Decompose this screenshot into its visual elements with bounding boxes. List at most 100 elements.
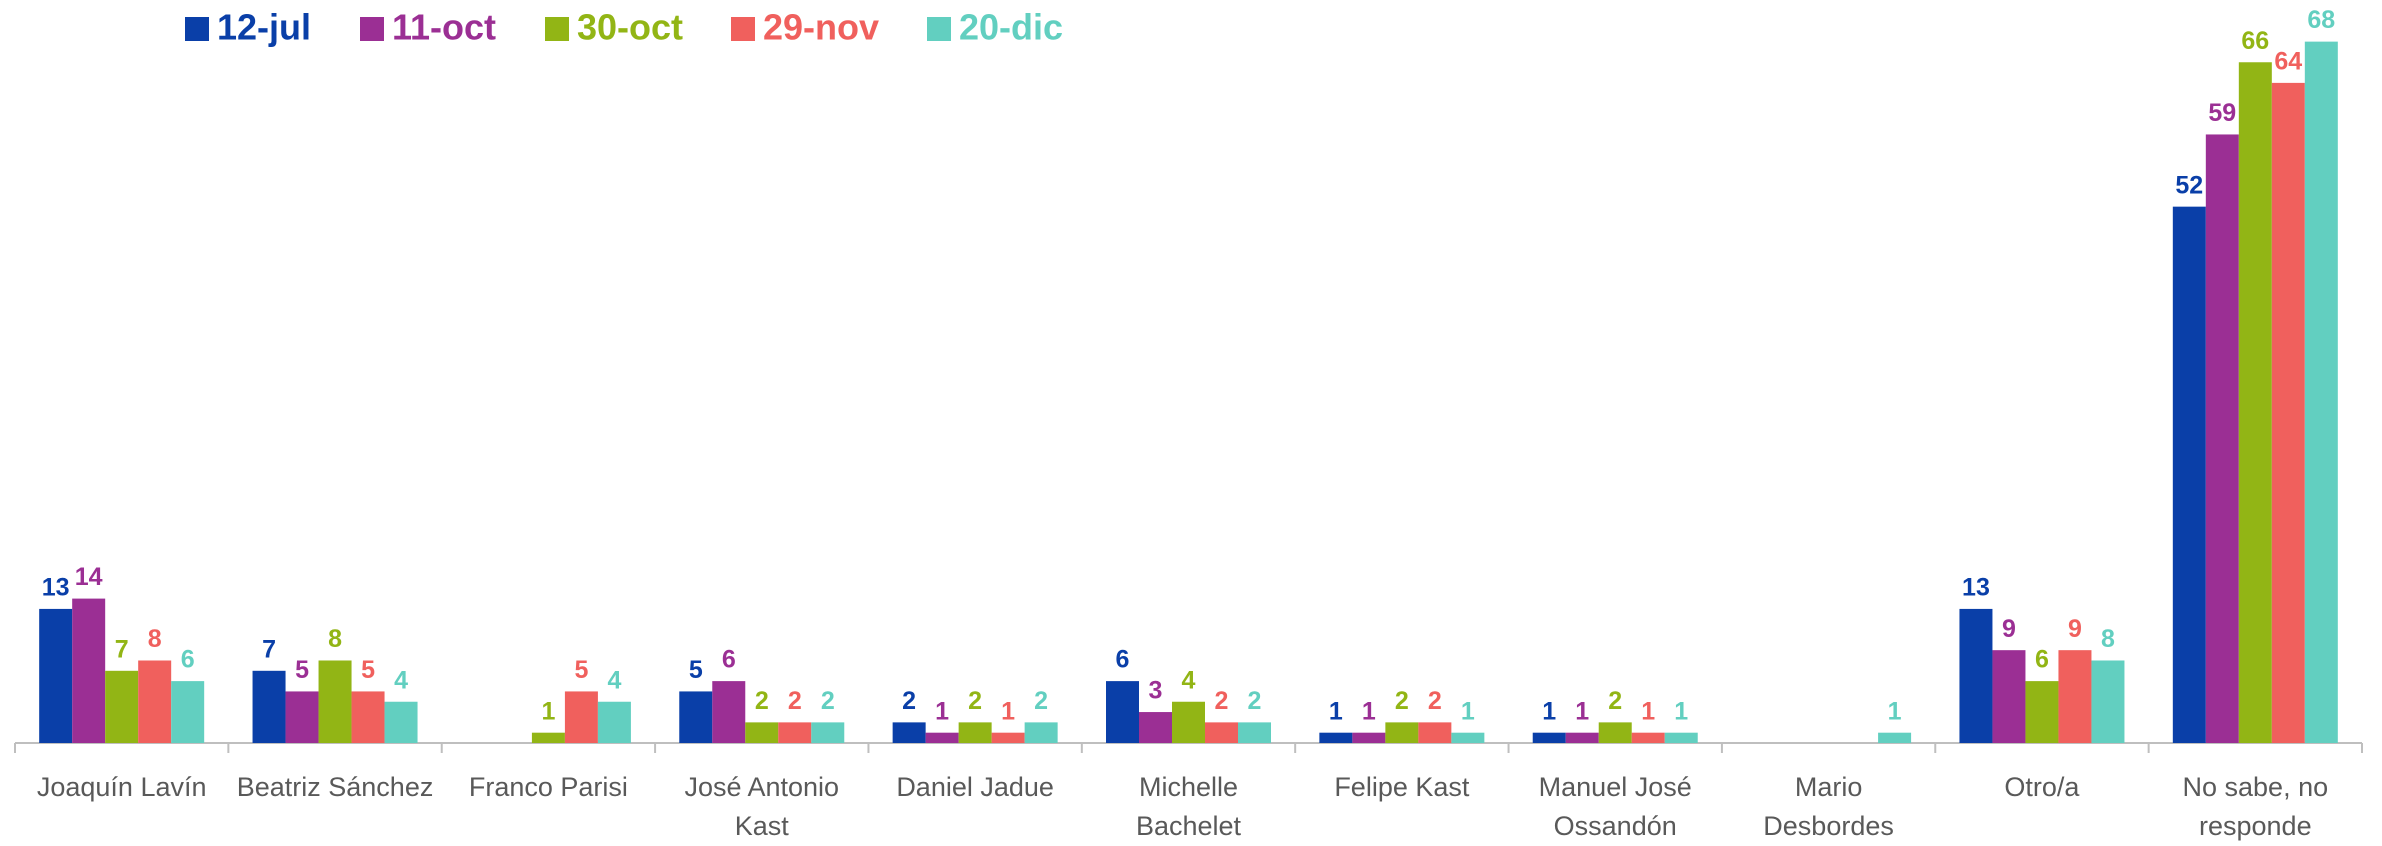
bar — [2091, 660, 2125, 743]
bar — [1992, 650, 2026, 743]
data-label: 2 — [902, 687, 916, 715]
bar — [1238, 722, 1271, 743]
bar — [72, 598, 106, 743]
data-label: 1 — [1575, 697, 1589, 725]
data-label: 1 — [1888, 697, 1902, 725]
data-label: 1 — [1461, 697, 1475, 725]
bar — [1172, 701, 1205, 743]
data-label: 7 — [262, 635, 276, 663]
bar — [958, 722, 992, 743]
data-label: 2 — [1248, 687, 1262, 715]
bar — [138, 660, 172, 743]
x-tick-label: José Antonio Kast — [684, 772, 840, 841]
x-tick-label: Manuel José Ossandón — [1538, 772, 1692, 841]
bar — [1319, 732, 1353, 743]
data-label: 2 — [1034, 687, 1048, 715]
bar — [811, 722, 845, 743]
bar — [285, 691, 319, 743]
data-label: 13 — [42, 574, 70, 602]
bar — [1631, 732, 1665, 743]
x-tick-label: Michelle Bachelet — [1135, 772, 1242, 841]
data-label: 1 — [1329, 697, 1343, 725]
data-label: 59 — [2208, 99, 2236, 127]
bar — [318, 660, 352, 743]
data-label: 13 — [1962, 574, 1990, 602]
bar — [39, 608, 73, 743]
data-label: 6 — [2035, 646, 2049, 674]
data-label: 8 — [2101, 625, 2115, 653]
bar — [1959, 608, 1993, 743]
bar — [1451, 732, 1485, 743]
data-label: 8 — [148, 625, 162, 653]
bar — [778, 722, 812, 743]
data-label: 1 — [1641, 697, 1655, 725]
x-tick-label: Joaquín Lavín — [36, 772, 207, 802]
data-label: 2 — [1395, 687, 1409, 715]
bar — [679, 691, 713, 743]
bar — [2238, 62, 2272, 743]
legend-swatch — [360, 17, 384, 41]
legend-label: 29-nov — [763, 7, 879, 48]
data-label: 1 — [1542, 697, 1556, 725]
bar — [1139, 712, 1172, 743]
legend-swatch — [927, 17, 951, 41]
data-label: 5 — [574, 656, 588, 684]
data-label: 1 — [1362, 697, 1376, 725]
bar — [2271, 82, 2305, 743]
bar — [252, 670, 286, 743]
x-tick-label: Otro/a — [2004, 772, 2080, 802]
data-label: 6 — [181, 646, 195, 674]
legend-swatch — [545, 17, 569, 41]
data-label: 4 — [1182, 666, 1196, 694]
bar — [712, 681, 746, 743]
bar — [2058, 650, 2092, 743]
data-label: 1 — [935, 697, 949, 725]
data-label: 4 — [607, 666, 621, 694]
legend-swatch — [185, 17, 209, 41]
bar — [1024, 722, 1058, 743]
data-label: 5 — [295, 656, 309, 684]
bar — [564, 691, 598, 743]
x-tick-label: Mario Desbordes — [1763, 772, 1894, 841]
bar — [597, 701, 631, 743]
bar — [2025, 681, 2059, 743]
bar — [1385, 722, 1419, 743]
data-label: 6 — [722, 646, 736, 674]
legend-label: 30-oct — [577, 7, 683, 48]
bar — [1352, 732, 1386, 743]
bar — [1205, 722, 1238, 743]
data-label: 2 — [968, 687, 982, 715]
bar — [1598, 722, 1632, 743]
x-tick-label: Daniel Jadue — [896, 772, 1054, 802]
data-label: 4 — [394, 666, 408, 694]
x-tick-label: No sabe, no responde — [2182, 772, 2329, 841]
bar — [1878, 732, 1912, 743]
legend-label: 11-oct — [392, 7, 496, 48]
data-label: 3 — [1149, 677, 1163, 705]
bar — [171, 681, 205, 743]
bar — [1106, 681, 1139, 743]
bar — [1532, 732, 1566, 743]
data-label: 1 — [541, 697, 555, 725]
data-label: 1 — [1674, 697, 1688, 725]
bar — [745, 722, 779, 743]
data-label: 2 — [821, 687, 835, 715]
x-tick-label: Franco Parisi — [468, 772, 628, 802]
bar — [351, 691, 385, 743]
data-label: 7 — [115, 635, 129, 663]
bar — [2172, 206, 2206, 743]
bar — [2205, 134, 2239, 743]
data-label: 5 — [689, 656, 703, 684]
data-label: 64 — [2274, 47, 2302, 75]
data-label: 2 — [1215, 687, 1229, 715]
bar — [105, 670, 139, 743]
bar — [1565, 732, 1599, 743]
bar — [531, 732, 565, 743]
legend-swatch — [731, 17, 755, 41]
data-label: 2 — [1608, 687, 1622, 715]
legend-label: 20-dic — [959, 7, 1063, 48]
bar — [384, 701, 418, 743]
data-label: 2 — [755, 687, 769, 715]
